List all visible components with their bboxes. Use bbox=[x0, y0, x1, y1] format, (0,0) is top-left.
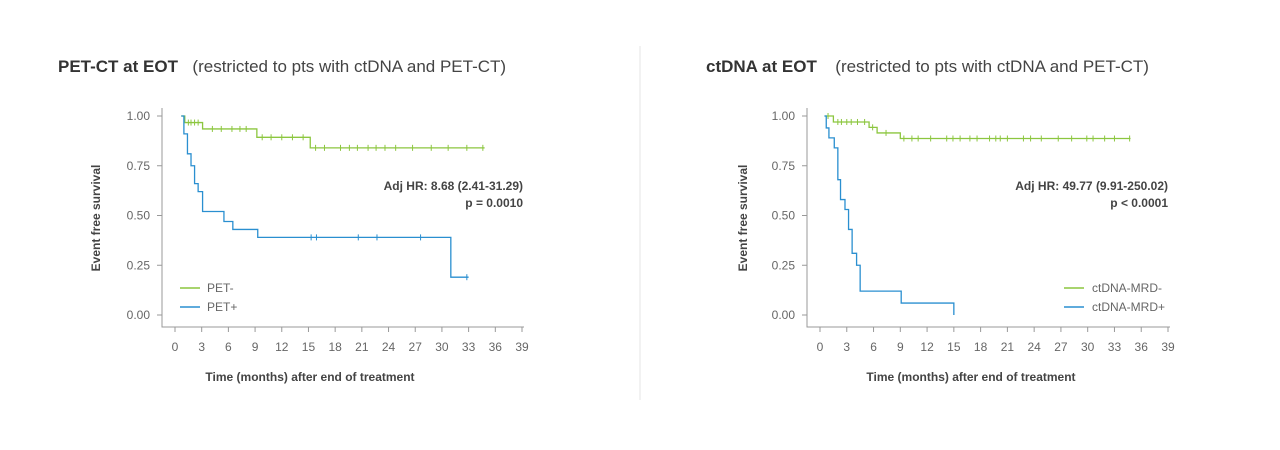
y-axis-title: Event free survival bbox=[736, 165, 750, 272]
survival-curve-negative bbox=[181, 115, 485, 149]
plot-area: 0.000.250.500.751.000 3 6 9 12 15 18 21 24 27 30 33… bbox=[127, 108, 529, 354]
x-tick-label: 18 bbox=[974, 340, 988, 354]
x-tick-label: 12 bbox=[275, 340, 289, 354]
chart-title-line: PET-CT at EOT (restricted to pts with ct… bbox=[58, 57, 506, 76]
legend-label-mrd-positive: ctDNA-MRD+ bbox=[1092, 300, 1165, 314]
x-tick-label: 27 bbox=[1054, 340, 1068, 354]
x-tick-label: 9 bbox=[897, 340, 904, 354]
hazard-ratio-annotation: Adj HR: 8.68 (2.41-31.29) bbox=[384, 179, 523, 193]
y-tick-label: 0.25 bbox=[772, 258, 796, 272]
y-tick-label: 0.00 bbox=[127, 308, 151, 322]
y-tick-label: 0.00 bbox=[772, 308, 796, 322]
x-tick-label: 30 bbox=[1081, 340, 1095, 354]
x-tick-label: 30 bbox=[435, 340, 449, 354]
y-tick-label: 1.00 bbox=[127, 109, 151, 123]
survival-curve-negative bbox=[824, 115, 1131, 140]
x-tick-label: 39 bbox=[1161, 340, 1175, 354]
chart-subtitle: (restricted to pts with ctDNA and PET-CT… bbox=[192, 57, 506, 76]
y-tick-label: 0.75 bbox=[127, 159, 151, 173]
x-tick-label: 36 bbox=[489, 340, 503, 354]
x-tick-label: 6 bbox=[225, 340, 232, 354]
p-value-annotation: p < 0.0001 bbox=[1110, 196, 1168, 210]
y-tick-label: 0.50 bbox=[772, 209, 796, 223]
survival-curve-positive bbox=[824, 115, 955, 315]
y-tick-label: 1.00 bbox=[772, 109, 796, 123]
x-tick-label: 21 bbox=[355, 340, 369, 354]
legend-label-pet-positive: PET+ bbox=[207, 300, 237, 314]
plot-area: 0.000.250.500.751.000 3 6 9 12 15 18 21 24 27 30 33… bbox=[772, 108, 1175, 354]
chart-legend: PET- PET+ bbox=[180, 281, 237, 314]
axes bbox=[806, 108, 1170, 328]
x-tick-label: 15 bbox=[947, 340, 961, 354]
x-tick-label: 0 bbox=[817, 340, 824, 354]
x-tick-label: 36 bbox=[1135, 340, 1149, 354]
x-tick-label: 3 bbox=[843, 340, 850, 354]
x-tick-label: 9 bbox=[252, 340, 259, 354]
x-tick-label: 27 bbox=[409, 340, 423, 354]
x-tick-label: 33 bbox=[462, 340, 476, 354]
x-tick-label: 33 bbox=[1108, 340, 1122, 354]
y-axis-title: Event free survival bbox=[89, 165, 103, 272]
x-tick-label: 0 bbox=[172, 340, 179, 354]
chart-title: ctDNA at EOT bbox=[706, 57, 817, 76]
p-value-annotation: p = 0.0010 bbox=[465, 196, 523, 210]
legend-label-pet-negative: PET- bbox=[207, 281, 234, 295]
chart-subtitle: (restricted to pts with ctDNA and PET-CT… bbox=[835, 57, 1149, 76]
survival-curve-positive bbox=[181, 115, 469, 278]
chart-title-line: ctDNA at EOT (restricted to pts with ctD… bbox=[706, 57, 1149, 76]
chart-title: PET-CT at EOT bbox=[58, 57, 179, 76]
axes bbox=[161, 108, 524, 328]
y-tick-label: 0.25 bbox=[127, 258, 151, 272]
x-tick-label: 39 bbox=[515, 340, 529, 354]
x-tick-label: 24 bbox=[1027, 340, 1041, 354]
x-tick-label: 18 bbox=[328, 340, 342, 354]
x-axis-title: Time (months) after end of treatment bbox=[866, 370, 1075, 384]
x-tick-label: 12 bbox=[920, 340, 934, 354]
x-tick-label: 6 bbox=[870, 340, 877, 354]
x-tick-label: 15 bbox=[302, 340, 316, 354]
y-tick-label: 0.75 bbox=[772, 159, 796, 173]
legend-label-mrd-negative: ctDNA-MRD- bbox=[1092, 281, 1162, 295]
x-axis-title: Time (months) after end of treatment bbox=[205, 370, 414, 384]
y-tick-label: 0.50 bbox=[127, 209, 151, 223]
x-tick-label: 21 bbox=[1001, 340, 1015, 354]
chart-panel-pet-ct: PET-CT at EOT (restricted to pts with ct… bbox=[58, 57, 529, 384]
chart-panel-ctdna: ctDNA at EOT (restricted to pts with ctD… bbox=[706, 57, 1175, 384]
x-tick-label: 24 bbox=[382, 340, 396, 354]
chart-legend: ctDNA-MRD- ctDNA-MRD+ bbox=[1064, 281, 1165, 314]
x-tick-label: 3 bbox=[198, 340, 205, 354]
hazard-ratio-annotation: Adj HR: 49.77 (9.91-250.02) bbox=[1015, 179, 1168, 193]
